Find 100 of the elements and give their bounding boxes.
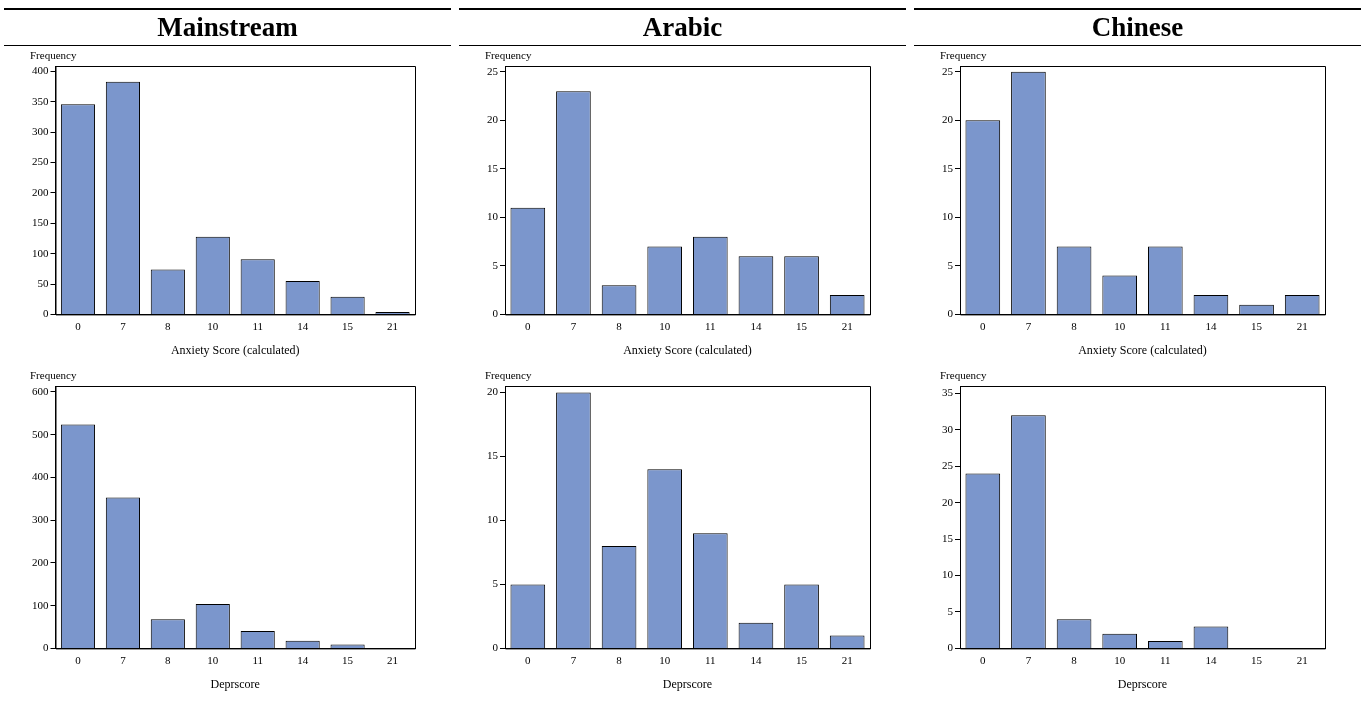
y-axis-title: Frequency (30, 369, 77, 382)
y-axis-title: Frequency (940, 369, 987, 382)
x-tick-label: 10 (207, 653, 219, 666)
x-tick-label: 14 (297, 653, 309, 666)
x-tick-label: 14 (297, 319, 309, 332)
y-tick-label: 100 (32, 246, 49, 259)
y-tick-label: 35 (942, 386, 954, 399)
x-axis-title: Deprscore (1117, 676, 1168, 691)
y-tick-label: 10 (487, 210, 499, 223)
y-tick-label: 15 (942, 531, 954, 544)
x-axis-title: Deprscore (662, 676, 713, 691)
x-tick-label: 21 (841, 653, 853, 666)
y-tick-label: 600 (32, 384, 49, 397)
y-tick-label: 0 (43, 307, 49, 320)
y-tick-label: 10 (942, 210, 954, 223)
chart-title: Arabic (459, 8, 906, 46)
x-tick-label: 7 (1025, 653, 1032, 666)
x-tick-label: 14 (750, 319, 762, 332)
y-tick-label: 350 (32, 94, 49, 107)
x-tick-label: 8 (616, 653, 623, 666)
y-tick-label: 0 (947, 307, 954, 320)
x-axis-title: Anxiety Score (calculated) (170, 342, 300, 357)
y-axis-title: Frequency (30, 49, 77, 62)
x-tick-label: 15 (796, 319, 808, 332)
x-tick-label: 21 (841, 319, 853, 332)
x-tick-label: 15 (796, 653, 808, 666)
y-tick-label: 400 (32, 470, 49, 483)
x-tick-label: 7 (570, 653, 577, 666)
x-tick-label: 21 (1296, 319, 1308, 332)
y-tick-label: 150 (32, 216, 49, 229)
y-tick-label: 25 (942, 459, 954, 472)
y-tick-label: 250 (32, 155, 49, 168)
x-tick-label: 11 (252, 653, 264, 666)
y-tick-label: 0 (492, 307, 499, 320)
x-tick-label: 7 (120, 319, 127, 332)
x-tick-label: 0 (525, 653, 532, 666)
x-tick-label: 0 (75, 319, 82, 332)
y-tick-label: 15 (942, 161, 954, 174)
x-tick-label: 15 (342, 653, 354, 666)
y-tick-label: 5 (947, 258, 954, 271)
x-tick-label: 7 (120, 653, 127, 666)
y-tick-label: 30 (942, 422, 954, 435)
y-tick-label: 200 (32, 185, 49, 198)
x-tick-label: 11 (1160, 319, 1171, 332)
x-tick-label: 14 (1205, 319, 1217, 332)
y-tick-label: 100 (32, 598, 49, 611)
x-tick-label: 11 (705, 653, 716, 666)
x-tick-label: 7 (570, 319, 577, 332)
x-tick-label: 8 (165, 319, 172, 332)
x-tick-label: 10 (1114, 653, 1126, 666)
chart-title: Chinese (914, 8, 1361, 46)
x-tick-label: 8 (1071, 653, 1078, 666)
y-tick-label: 5 (492, 577, 499, 590)
x-tick-label: 15 (1251, 319, 1263, 332)
x-tick-label: 0 (980, 319, 987, 332)
x-tick-label: 11 (252, 319, 264, 332)
x-tick-label: 8 (1071, 319, 1078, 332)
x-tick-label: 11 (705, 319, 716, 332)
y-tick-label: 20 (487, 385, 499, 398)
y-axis-title: Frequency (485, 49, 532, 62)
x-axis-title: Anxiety Score (calculated) (623, 342, 752, 357)
x-axis-title: Anxiety Score (calculated) (1078, 342, 1207, 357)
y-tick-label: 50 (37, 276, 49, 289)
x-tick-label: 14 (750, 653, 762, 666)
y-tick-label: 5 (492, 258, 499, 271)
y-tick-label: 10 (942, 568, 954, 581)
y-tick-label: 0 (947, 641, 954, 654)
y-tick-label: 500 (32, 427, 49, 440)
x-tick-label: 10 (659, 319, 671, 332)
y-tick-label: 20 (942, 113, 954, 126)
x-tick-label: 10 (207, 319, 219, 332)
x-tick-label: 10 (1114, 319, 1126, 332)
y-tick-label: 20 (942, 495, 954, 508)
y-tick-label: 25 (942, 64, 954, 77)
y-tick-label: 15 (487, 161, 499, 174)
x-tick-label: 7 (1025, 319, 1032, 332)
x-axis-title: Deprscore (210, 676, 260, 691)
y-tick-label: 400 (32, 64, 49, 77)
x-tick-label: 21 (387, 653, 399, 666)
y-tick-label: 0 (492, 641, 499, 654)
x-tick-label: 0 (980, 653, 987, 666)
y-tick-label: 0 (43, 641, 49, 654)
y-axis-title: Frequency (485, 369, 532, 382)
x-tick-label: 11 (1160, 653, 1171, 666)
x-tick-label: 10 (659, 653, 671, 666)
x-tick-label: 21 (387, 319, 399, 332)
x-tick-label: 21 (1296, 653, 1308, 666)
y-tick-label: 10 (487, 513, 499, 526)
y-tick-label: 300 (32, 125, 49, 138)
y-tick-label: 200 (32, 555, 49, 568)
x-tick-label: 15 (342, 319, 354, 332)
y-tick-label: 15 (487, 449, 499, 462)
x-tick-label: 14 (1205, 653, 1217, 666)
x-tick-label: 8 (616, 319, 623, 332)
y-tick-label: 5 (947, 604, 954, 617)
x-tick-label: 0 (75, 653, 82, 666)
x-tick-label: 8 (165, 653, 172, 666)
y-tick-label: 25 (487, 64, 499, 77)
chart-title: Mainstream (4, 8, 451, 46)
x-tick-label: 0 (525, 319, 532, 332)
